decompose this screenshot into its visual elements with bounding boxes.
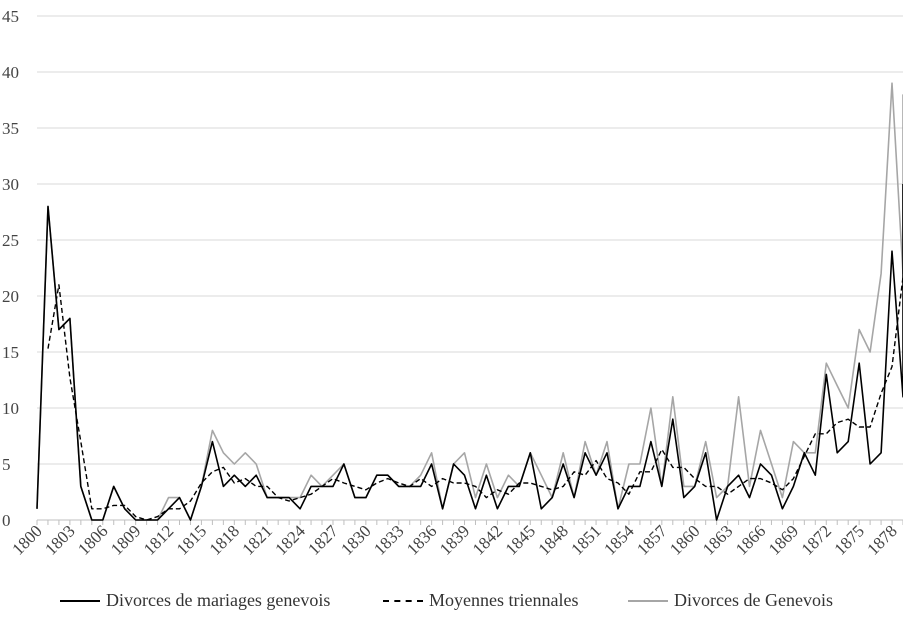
legend-label: Divorces de mariages genevois [106,590,331,610]
x-tick-label: 1854 [600,521,638,559]
legend-swatch-solid-gray [628,599,668,602]
x-tick-label: 1851 [567,521,604,558]
y-tick-label: 25 [2,231,19,250]
x-tick-label: 1818 [206,521,243,558]
x-tick-label: 1812 [140,521,177,558]
legend-item-genevois: Divorces de Genevois [628,590,833,611]
y-tick-label: 45 [2,7,19,26]
y-tick-label: 5 [2,455,11,474]
x-tick-label: 1836 [403,521,440,558]
x-tick-label: 1830 [337,521,374,558]
x-tick-label: 1848 [535,521,572,558]
legend-item-mariages: Divorces de mariages genevois [60,590,330,611]
x-tick-label: 1872 [798,521,835,558]
x-tick-label: 1800 [8,521,45,558]
y-tick-label: 0 [2,511,11,530]
y-tick-label: 30 [2,175,19,194]
legend-swatch-dashed [383,599,423,602]
y-tick-label: 10 [2,399,19,418]
legend-label: Moyennes triennales [429,590,579,610]
series-line-1 [47,276,903,521]
x-tick-label: 1866 [732,521,769,558]
x-axis-ticks: 1800180318061809181218151818182118241827… [8,521,901,559]
x-tick-label: 1857 [633,521,671,559]
x-tick-label: 1824 [271,521,309,559]
x-tick-label: 1839 [436,521,473,558]
legend-label: Divorces de Genevois [674,590,833,610]
legend-swatch-solid-black [60,599,100,602]
legend: Divorces de mariages genevois Moyennes t… [0,590,903,620]
x-tick-label: 1845 [502,521,539,558]
gridlines [37,15,903,465]
y-axis-ticks: 0 5 10 15 20 25 30 35 40 45 [2,7,19,530]
x-tick-label: 1878 [863,521,900,558]
x-tick-label: 1860 [666,521,703,558]
y-tick-label: 15 [2,343,19,362]
x-tick-label: 1806 [74,521,111,558]
series-line-0 [36,184,903,521]
x-tick-label: 1842 [469,521,506,558]
x-tick-label: 1833 [370,521,407,558]
x-tick-label: 1821 [239,521,276,558]
x-axis [36,519,903,525]
x-tick-label: 1815 [173,521,210,558]
legend-item-moyennes: Moyennes triennales [383,590,578,611]
x-tick-label: 1803 [41,521,78,558]
x-tick-label: 1827 [304,521,342,559]
x-tick-label: 1869 [765,521,802,558]
x-tick-label: 1809 [107,521,144,558]
y-tick-label: 35 [2,119,19,138]
x-tick-label: 1875 [831,521,868,558]
y-tick-label: 40 [2,63,19,82]
series-lines [36,82,903,521]
y-tick-label: 20 [2,287,19,306]
x-tick-label: 1863 [699,521,736,558]
series-line-2 [36,82,903,521]
